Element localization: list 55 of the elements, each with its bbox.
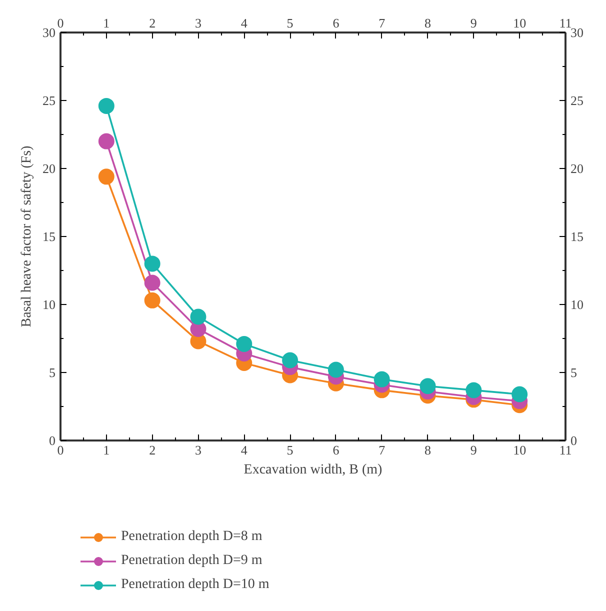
y2-tick-label: 0 (570, 433, 577, 448)
point (98, 133, 114, 150)
y2-tick-label: 15 (570, 229, 584, 244)
point (282, 352, 298, 368)
x-tick-label: 4 (240, 16, 248, 30)
point (144, 256, 160, 272)
legend-label: Penetration depth D=10 m (121, 577, 270, 593)
point (236, 336, 252, 352)
x-tick-label: 6 (332, 16, 340, 30)
point (144, 274, 160, 291)
y-tick-label: 5 (49, 365, 56, 380)
x2-tick-label: 1 (103, 442, 110, 458)
x-tick-label: 9 (470, 16, 477, 30)
x-tick-label: 11 (559, 16, 572, 30)
y2-tick-label: 10 (570, 297, 584, 312)
x2-tick-label: 2 (149, 442, 156, 458)
point (98, 168, 114, 185)
x2-tick-label: 3 (194, 442, 202, 458)
x2-tick-label: 6 (332, 442, 340, 458)
x-tick-label: 2 (149, 16, 156, 30)
y-tick-label: 30 (42, 25, 56, 40)
x-tick-label: 3 (194, 16, 202, 30)
x2-tick-label: 10 (513, 442, 526, 458)
point (466, 382, 482, 398)
point (512, 386, 528, 402)
y2-tick-label: 20 (570, 161, 584, 176)
y-tick-label: 10 (42, 297, 56, 312)
x2-tick-label: 7 (378, 442, 386, 458)
x-tick-label: 5 (286, 16, 294, 30)
y-tick-label: 25 (42, 93, 56, 108)
point (144, 292, 160, 308)
point (420, 378, 436, 394)
x-tick-label: 8 (424, 16, 432, 30)
legend-label: Penetration depth D=8 m (121, 529, 262, 545)
y-tick-label: 15 (42, 229, 56, 244)
point (374, 371, 390, 388)
x-tick-label: 1 (103, 16, 110, 30)
y2-tick-label: 5 (570, 365, 577, 380)
x2-tick-label: 8 (424, 442, 432, 458)
x2-tick-label: 9 (470, 442, 477, 458)
x-tick-label: 7 (378, 16, 386, 30)
legend-label: Penetration depth D=9 m (121, 553, 262, 569)
x2-tick-label: 5 (286, 442, 294, 458)
x2-tick-label: 11 (559, 442, 572, 458)
point (190, 308, 206, 325)
x2-tick-label: 4 (240, 442, 248, 458)
y-axis-title: Basal heave factor of safety (Fs) (20, 145, 34, 328)
x-axis-title: Excavation width, B (m) (244, 462, 383, 478)
x-tick-label: 10 (513, 16, 526, 30)
y-tick-label: 0 (49, 433, 56, 448)
y2-tick-label: 25 (570, 93, 584, 108)
y-tick-label: 20 (42, 161, 56, 176)
point (98, 98, 114, 114)
point (328, 362, 344, 378)
y2-tick-label: 30 (570, 25, 584, 40)
